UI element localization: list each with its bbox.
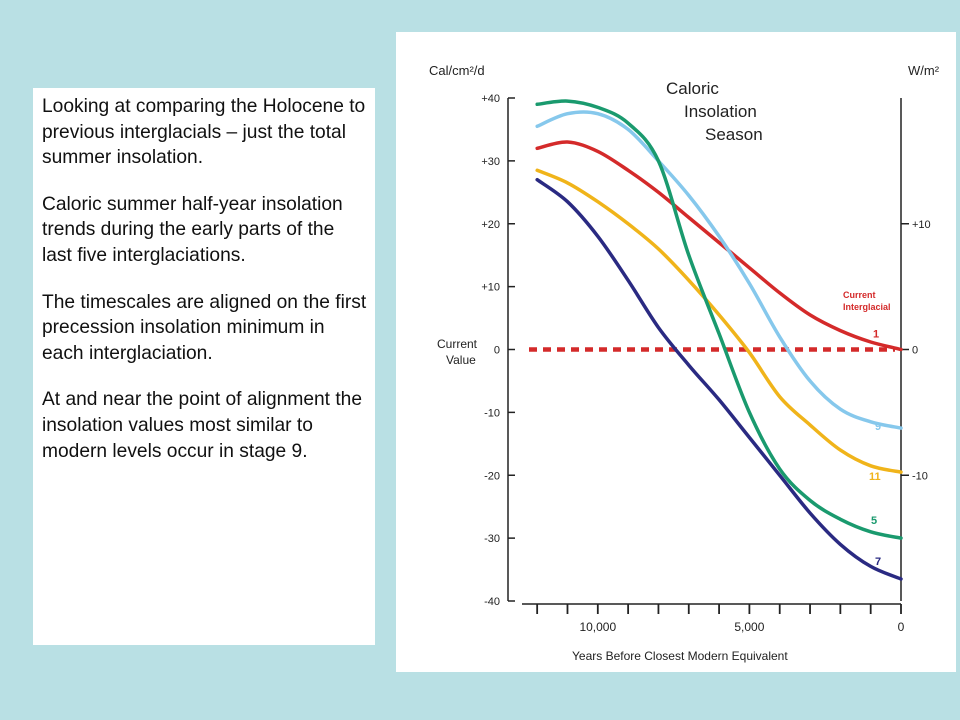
x-tick-label: 0 [898,620,905,634]
ylabel-line-2: Value [446,353,476,367]
y-left-tick-label: +40 [481,93,500,105]
x-tick-label: 10,000 [579,620,616,634]
y-left-tick-label: +10 [481,282,500,294]
series-label-stage-7: 7 [875,556,881,568]
series-label-stage-5: 5 [871,515,877,527]
reference-label-line-1: Current [843,290,876,300]
left-unit-label: Cal/cm²/d [429,63,485,78]
series-line-stage-7 [535,177,903,581]
series-line-stage-1 [535,140,903,352]
insolation-chart: +40 +30 +20 +10 0 -10 -20 -30 -40 +10 0 -10 10,000 5,… [429,63,940,663]
right-unit-label: W/m² [908,63,940,78]
y-left-tick-label: 0 [494,345,500,357]
paragraph-alignment: At and near the point of alignment the i… [42,389,363,462]
series-label-stage-9: 9 [875,421,881,433]
series-label-stage-1: 1 [873,329,879,341]
y-right-tick-label: 0 [912,345,918,357]
paragraph-caloric: Caloric summer half-year insolation tren… [42,193,343,266]
y-left-tick-label: -10 [484,407,500,419]
series-line-stage-5 [535,99,903,540]
chart-title-line-2: Insolation [684,102,757,121]
chart-panel: +40 +30 +20 +10 0 -10 -20 -30 -40 +10 0 -10 10,000 5,… [396,32,956,672]
series-layer: 1 9 11 5 7 [535,99,903,581]
series-line-stage-9 [535,110,903,430]
series-line-stage-11 [535,168,903,474]
y-left-tick-label: -30 [484,533,500,545]
y-left-tick-label: -40 [484,596,500,608]
paragraph-timescales: The timescales are aligned on the first … [42,291,367,364]
text-panel: Looking at comparing the Holocene to pre… [33,88,375,645]
paragraph-holocene: Looking at comparing the Holocene to pre… [42,96,366,169]
y-left-tick-label: -20 [484,470,500,482]
y-left-tick-label: +30 [481,156,500,168]
chart-title-line-1: Caloric [666,79,719,98]
reference-label-line-2: Interglacial [843,302,891,312]
ylabel-line-1: Current [437,337,478,351]
axes-layer: +40 +30 +20 +10 0 -10 -20 -30 -40 +10 0 -10 10,000 5,… [481,93,930,634]
x-tick-label: 5,000 [734,620,764,634]
y-left-tick-label: +20 [481,219,500,231]
y-right-tick-label: -10 [912,470,928,482]
x-axis-label: Years Before Closest Modern Equivalent [572,649,788,663]
chart-title-line-3: Season [705,125,763,144]
series-label-stage-11: 11 [869,471,881,483]
y-right-tick-label: +10 [912,219,931,231]
